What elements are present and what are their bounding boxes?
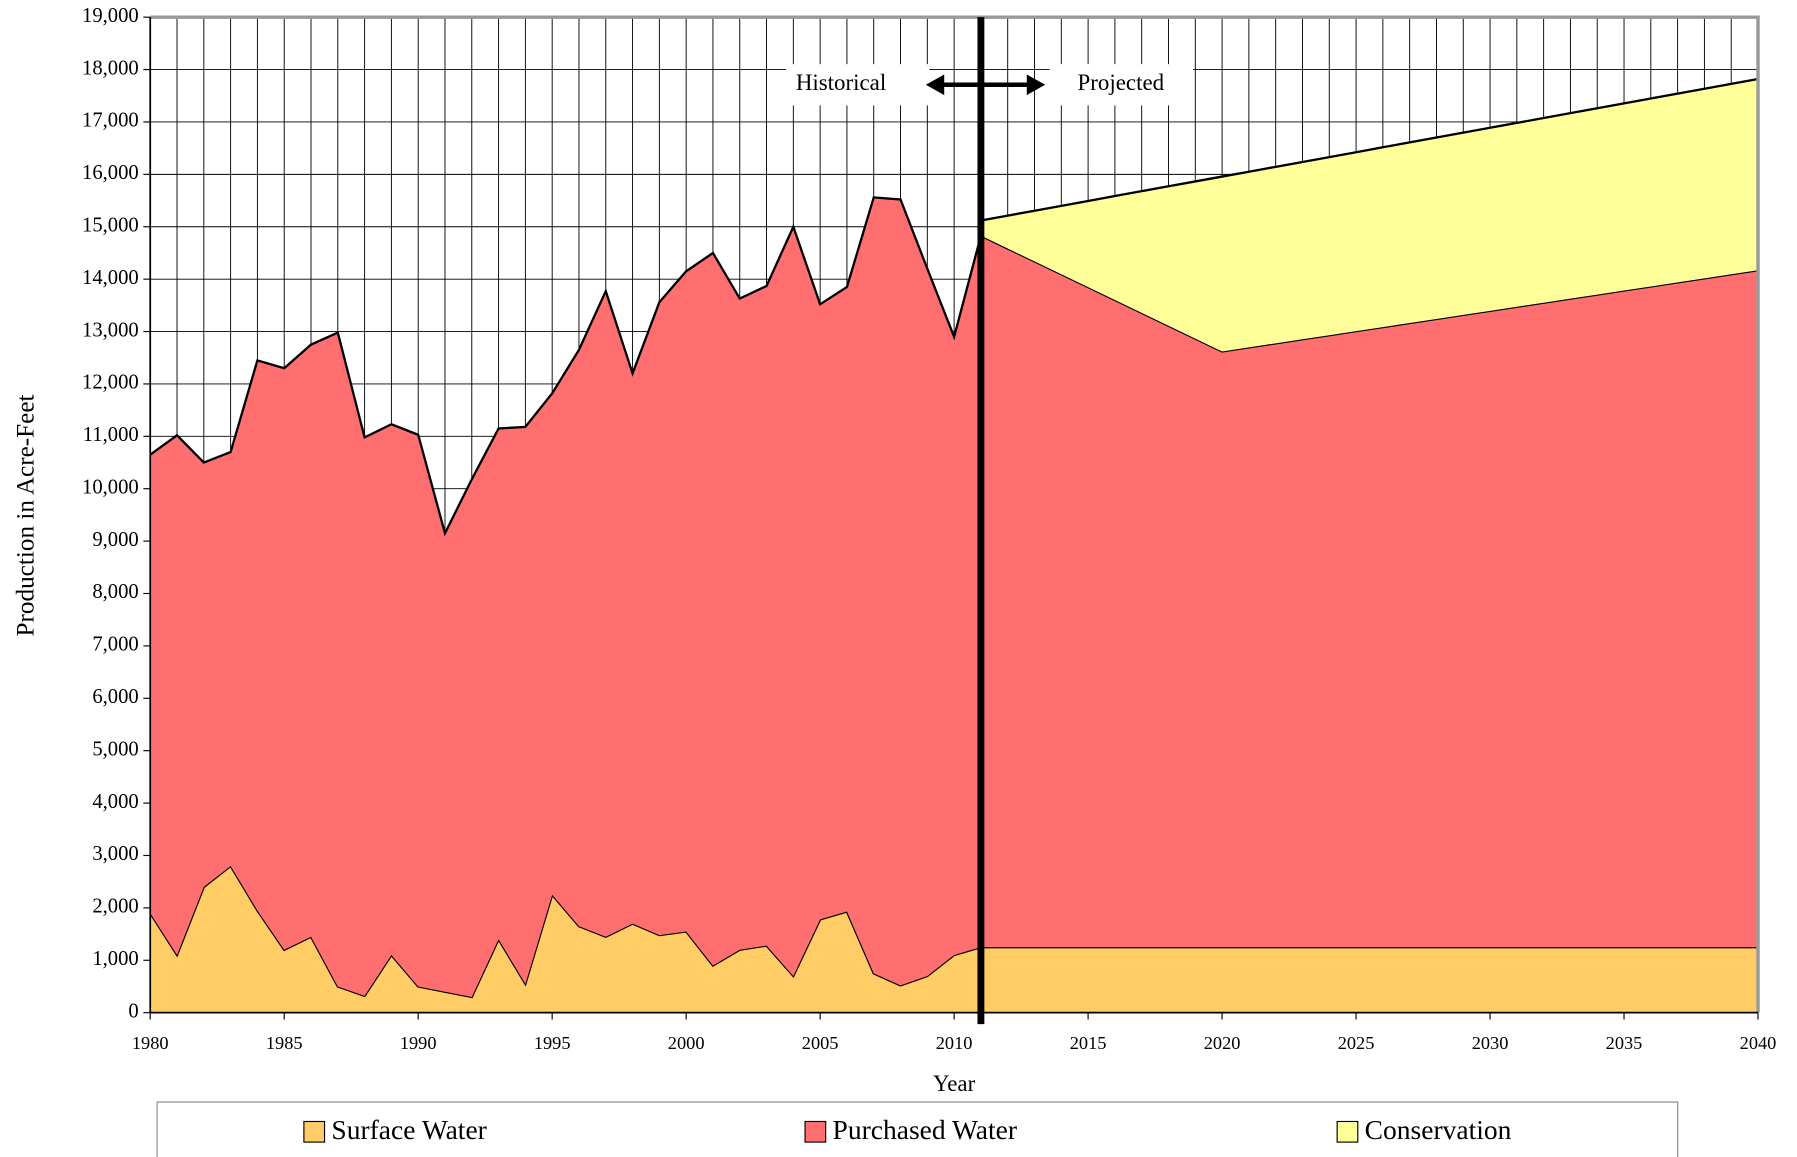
y-axis-label: Production in Acre-Feet [12, 394, 39, 636]
x-tick-label: 2035 [1606, 1033, 1643, 1053]
y-tick-label: 19,000 [82, 5, 139, 27]
x-tick-label: 2015 [1070, 1033, 1107, 1053]
y-tick-label: 17,000 [82, 110, 139, 132]
area [150, 865, 1759, 1013]
y-tick-label: 16,000 [82, 162, 139, 184]
y-tick-label: 13,000 [82, 319, 139, 341]
y-tick-label: 8,000 [92, 581, 138, 603]
area [150, 197, 1759, 997]
y-tick-label: 1,000 [92, 948, 138, 970]
x-tick-label: 2030 [1472, 1033, 1509, 1053]
legend-label: Surface Water [331, 1114, 486, 1145]
annotation: Historical [796, 70, 886, 95]
area [980, 79, 1759, 352]
annotation-bg [785, 64, 930, 106]
y-tick-label: 7,000 [92, 634, 138, 656]
x-tick-label: 1995 [534, 1033, 571, 1053]
x-tick-label: 1980 [132, 1033, 169, 1053]
x-tick-label: 2005 [802, 1033, 839, 1053]
y-tick-label: 2,000 [92, 896, 138, 918]
annotation-bg [1049, 64, 1194, 106]
y-tick-label: 11,000 [83, 424, 139, 446]
y-tick-label: 9,000 [92, 529, 138, 551]
y-tick-label: 14,000 [82, 267, 139, 289]
y-tick-label: 4,000 [92, 791, 138, 813]
x-axis-label: Year [933, 1071, 976, 1096]
y-tick-label: 6,000 [92, 686, 138, 708]
y-tick-label: 5,000 [92, 738, 138, 760]
x-tick-label: 1985 [266, 1033, 303, 1053]
y-tick-label: 0 [128, 1000, 138, 1022]
area-line [980, 77, 1759, 222]
x-tick-label: 2040 [1740, 1033, 1777, 1053]
legend-swatch [1336, 1120, 1359, 1143]
x-tick-label: 2010 [936, 1033, 973, 1053]
legend-box [156, 1101, 1679, 1157]
legend-label: Purchased Water [833, 1114, 1017, 1145]
y-tick-label: 12,000 [82, 372, 139, 394]
legend-swatch [804, 1120, 827, 1143]
y-tick-label: 10,000 [82, 476, 139, 498]
annotation: Projected [1078, 70, 1165, 95]
y-tick-label: 15,000 [82, 214, 139, 236]
x-tick-label: 1990 [400, 1033, 437, 1053]
x-tick-label: 2000 [668, 1033, 705, 1053]
axis [149, 17, 1759, 1014]
x-tick-label: 2020 [1204, 1033, 1241, 1053]
legend-label: Conservation [1365, 1114, 1512, 1145]
y-tick-label: 3,000 [92, 843, 138, 865]
legend-swatch [303, 1120, 326, 1143]
plot-frame [150, 15, 1760, 1013]
y-tick-label: 18,000 [82, 57, 139, 79]
x-tick-label: 2025 [1338, 1033, 1375, 1053]
